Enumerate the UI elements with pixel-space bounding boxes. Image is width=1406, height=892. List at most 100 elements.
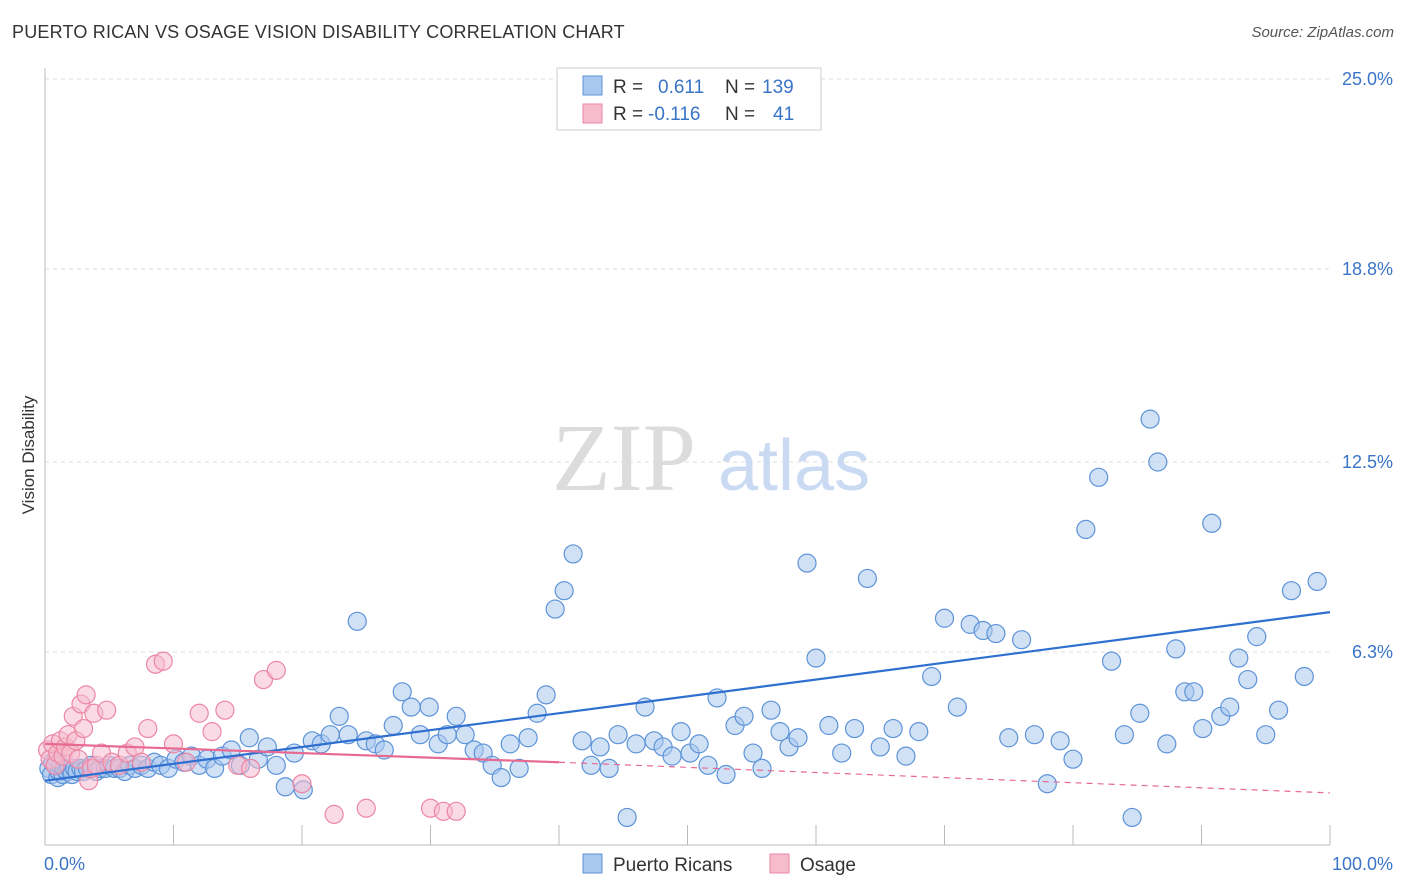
puerto-ricans-point (1247, 627, 1267, 647)
legend-n-label: N = (725, 77, 755, 98)
puerto-ricans-point (1130, 703, 1150, 723)
puerto-ricans-point (1166, 639, 1186, 659)
puerto-ricans-point (689, 734, 709, 754)
puerto-ricans-point (1037, 774, 1057, 794)
osage-point (97, 700, 117, 720)
puerto-ricans-point (870, 737, 890, 757)
puerto-ricans-point (329, 706, 349, 726)
osage-point (138, 718, 158, 739)
puerto-ricans-point (1294, 666, 1314, 687)
puerto-ricans-point (1202, 513, 1222, 533)
grid-lines (45, 78, 1330, 653)
osage-point (324, 804, 344, 824)
x-tick-label: 100.0% (1332, 854, 1393, 874)
puerto-ricans-point (761, 700, 781, 720)
puerto-ricans-point (347, 611, 367, 631)
puerto-ricans-point (518, 728, 538, 748)
puerto-ricans-point (1238, 669, 1258, 690)
puerto-ricans-point (383, 715, 403, 736)
puerto-ricans-point (608, 725, 628, 745)
puerto-ricans-point (896, 746, 916, 766)
puerto-ricans-point (545, 599, 565, 619)
legend-top: R = 0.611 N = 139 R = -0.116 N = 41 (556, 67, 822, 131)
osage-trendline (44, 742, 560, 764)
puerto-ricans-point (1148, 452, 1168, 472)
puerto-ricans-point (1229, 648, 1249, 668)
puerto-ricans-point (275, 777, 295, 797)
legend-n-value: 139 (762, 77, 794, 98)
puerto-ricans-point (1063, 749, 1083, 769)
puerto-ricans-point (1157, 734, 1177, 754)
osage-point (292, 774, 312, 794)
legend-r-value: -0.116 (648, 104, 700, 125)
puerto-ricans-point (716, 764, 736, 785)
puerto-ricans-point (752, 758, 772, 779)
osage-point (356, 798, 376, 818)
legend-bottom-swatch-pink (769, 853, 790, 874)
y-tick-label: 18.8% (1342, 259, 1393, 279)
legend-bottom: Puerto Ricans Osage (582, 853, 856, 876)
osage-point (202, 722, 222, 742)
puerto-ricans-point (662, 746, 682, 766)
y-axis-title: Vision Disability (19, 395, 38, 514)
puerto-ricans-point (857, 568, 878, 589)
puerto-ricans-point (797, 553, 817, 573)
osage-point (153, 651, 173, 671)
puerto-ricans-point (770, 722, 790, 742)
legend-r-label: R = (613, 77, 643, 98)
puerto-ricans-point (1220, 697, 1240, 717)
legend-bottom-swatch-blue (582, 853, 603, 874)
puerto-ricans-point (1101, 651, 1122, 671)
osage-point (215, 700, 235, 720)
puerto-ricans-point (563, 544, 583, 564)
puerto-ricans-point (1307, 571, 1327, 592)
trendlines (44, 611, 1331, 794)
osage-trendline-extension (558, 761, 1331, 794)
puerto-ricans-point (374, 740, 394, 760)
puerto-ricans-point (500, 734, 520, 754)
puerto-ricans-point (1268, 700, 1289, 720)
puerto-ricans-point (999, 728, 1019, 748)
puerto-ricans-point (554, 581, 574, 601)
puerto-ricans-point (626, 734, 646, 754)
watermark: ZIP atlas (552, 404, 870, 511)
puerto-ricans-point (410, 725, 430, 745)
puerto-ricans-point (1281, 581, 1302, 601)
osage-point (266, 660, 286, 680)
puerto-ricans-point (1193, 718, 1213, 739)
puerto-ricans-point (986, 623, 1006, 644)
y-tick-label: 6.3% (1352, 642, 1393, 662)
legend-bottom-label-puerto-ricans: Puerto Ricans (613, 855, 732, 876)
osage-point (76, 685, 96, 705)
puerto-ricans-point (491, 767, 511, 788)
puerto-ricans-point (536, 685, 556, 705)
legend-r-value: 0.611 (658, 77, 704, 98)
puerto-ricans-point (572, 731, 592, 751)
puerto-ricans-point (1089, 467, 1109, 487)
puerto-ricans-point (788, 728, 808, 748)
puerto-ricans-point (266, 755, 286, 775)
puerto-ricans-point (819, 715, 839, 736)
legend-swatch-blue (582, 75, 603, 96)
puerto-ricans-point (922, 666, 942, 687)
series-osage (37, 651, 466, 824)
osage-point (446, 801, 466, 821)
puerto-ricans-point (239, 728, 259, 748)
puerto-ricans-point (392, 682, 412, 702)
legend-bottom-label-osage: Osage (800, 855, 856, 876)
y-tick-label: 25.0% (1342, 69, 1393, 89)
puerto-ricans-point (671, 722, 691, 742)
puerto-ricans-point (590, 737, 610, 757)
puerto-ricans-point (419, 697, 439, 717)
puerto-ricans-point (832, 743, 852, 763)
osage-point (163, 734, 184, 754)
osage-point (241, 758, 261, 779)
puerto-ricans-point (1114, 725, 1135, 745)
legend-swatch-pink (582, 103, 603, 124)
puerto-ricans-point (883, 718, 903, 739)
puerto-ricans-point (844, 718, 865, 739)
puerto-ricans-point (698, 755, 718, 775)
y-tick-label: 12.5% (1342, 452, 1393, 472)
osage-point (73, 718, 94, 739)
